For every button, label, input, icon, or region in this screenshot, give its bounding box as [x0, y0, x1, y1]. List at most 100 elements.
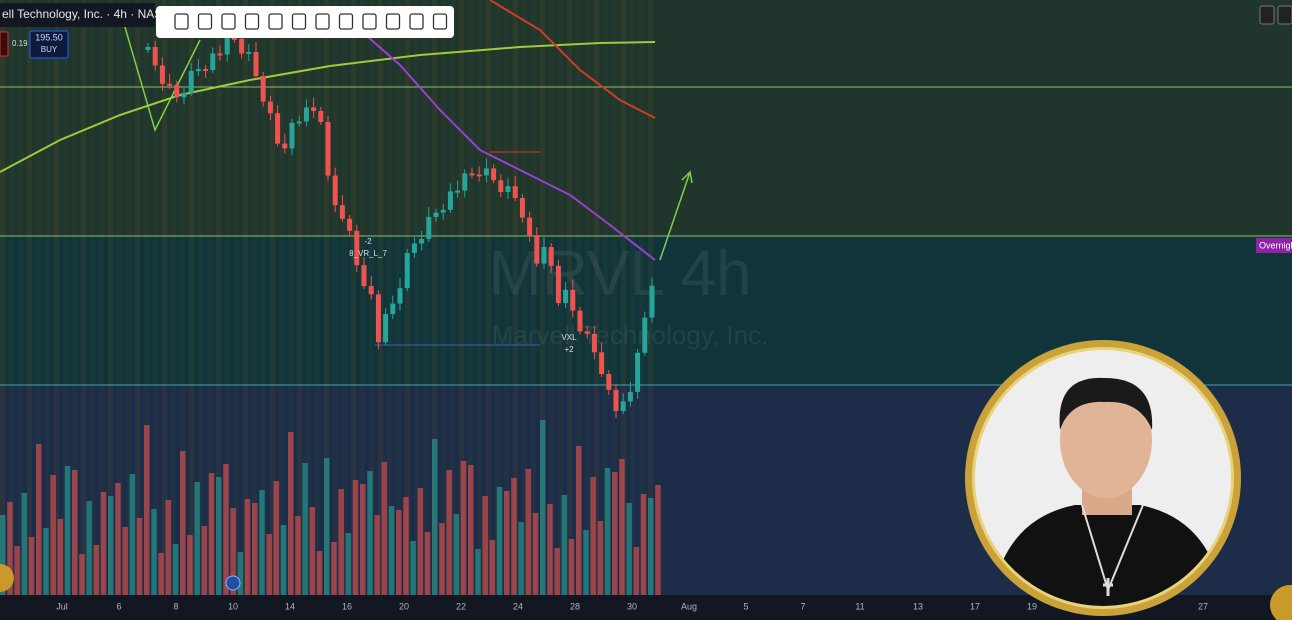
- volume-bar: [439, 523, 445, 595]
- volume-bar: [0, 515, 6, 595]
- volume-bar: [396, 510, 402, 595]
- volume-bar: [7, 502, 13, 595]
- volume-bar: [352, 480, 359, 595]
- tool-icon[interactable]: [174, 13, 189, 30]
- candle: [613, 389, 619, 411]
- stripe: [207, 0, 212, 595]
- ma-line: [359, 29, 656, 261]
- volume-bar: [14, 546, 20, 595]
- candle: [462, 173, 468, 191]
- tool-icon[interactable]: [244, 13, 260, 30]
- tool-icon[interactable]: [362, 13, 377, 30]
- candle: [627, 391, 633, 402]
- x-tick-label: 11: [855, 601, 864, 611]
- volume-bar: [453, 514, 460, 595]
- volume-bar: [273, 481, 280, 595]
- tool-icon[interactable]: [221, 13, 236, 30]
- candle: [210, 53, 216, 71]
- candle: [231, 37, 237, 40]
- stripe: [414, 0, 419, 595]
- volume-bar: [568, 539, 575, 595]
- volume-bar: [21, 493, 28, 595]
- candle: [491, 168, 497, 181]
- signal-text: -2: [364, 237, 372, 246]
- stripe: [54, 0, 59, 595]
- volume-bar: [158, 553, 164, 595]
- volume-bar: [136, 518, 143, 595]
- volume-bar: [367, 471, 373, 595]
- stripe: [513, 0, 518, 595]
- candle: [275, 113, 281, 144]
- stripe: [72, 0, 77, 595]
- stripe: [585, 0, 590, 595]
- volume-bar: [93, 545, 100, 595]
- x-tick-label: 17: [970, 601, 980, 611]
- candle: [548, 247, 554, 266]
- stripe: [297, 0, 302, 595]
- tool-icon[interactable]: [268, 13, 283, 30]
- stripe: [423, 0, 428, 595]
- volume-bar: [43, 528, 49, 595]
- candle: [203, 69, 209, 72]
- toggle-button[interactable]: [1277, 5, 1292, 25]
- tool-icon[interactable]: [197, 13, 213, 30]
- tool-icon[interactable]: [409, 13, 424, 30]
- volume-bar: [360, 484, 366, 595]
- volume-bar: [612, 472, 618, 595]
- volume-bar: [115, 483, 121, 595]
- watermark-symbol: MRVL 4h: [488, 237, 751, 309]
- stripe: [522, 0, 527, 595]
- volume-bar: [547, 504, 553, 595]
- tool-icon[interactable]: [338, 13, 354, 30]
- tool-icon[interactable]: [315, 13, 330, 30]
- candle: [296, 121, 302, 124]
- stripe: [162, 0, 167, 595]
- candle: [181, 92, 187, 98]
- stripe: [549, 0, 554, 595]
- volume-bar: [50, 475, 56, 595]
- candle: [433, 212, 439, 217]
- volume-bar: [640, 494, 647, 595]
- volume-bar: [28, 537, 35, 595]
- volume-bar: [496, 487, 503, 595]
- candle: [584, 331, 590, 334]
- volume-bar: [511, 478, 517, 595]
- candle: [426, 217, 432, 239]
- volume-bar: [151, 509, 157, 595]
- stripe: [279, 0, 284, 595]
- ma-line: [489, 0, 656, 119]
- toggle-button[interactable]: [1259, 5, 1275, 25]
- candle: [563, 289, 569, 304]
- zone-top: [0, 0, 1292, 236]
- tool-icon[interactable]: [432, 13, 448, 30]
- webcam: [975, 350, 1231, 606]
- stripe: [594, 0, 599, 595]
- stripe: [639, 0, 644, 595]
- stripe: [630, 0, 635, 595]
- volume-bar: [561, 495, 568, 595]
- candle: [195, 69, 201, 72]
- volume-bar: [446, 470, 452, 595]
- volume-bar: [216, 477, 222, 595]
- stripe: [540, 0, 545, 595]
- x-tick-label: 19: [1027, 601, 1037, 611]
- tool-icon[interactable]: [385, 13, 401, 30]
- candle: [534, 235, 540, 264]
- signal-text: +2: [564, 345, 574, 354]
- candle: [339, 205, 345, 219]
- sell-button[interactable]: [0, 31, 9, 57]
- stripe: [90, 0, 95, 595]
- x-tick-label: 16: [342, 601, 352, 611]
- arrow: [659, 171, 691, 261]
- stripe: [252, 0, 257, 595]
- volume-bar: [525, 469, 532, 595]
- x-tick-label: Aug: [681, 601, 697, 611]
- candle: [332, 175, 338, 206]
- candle: [541, 247, 547, 264]
- candle: [167, 83, 173, 86]
- stripe: [477, 0, 482, 595]
- candle: [527, 217, 533, 236]
- buy-button[interactable]: [29, 30, 69, 59]
- tool-icon[interactable]: [291, 13, 307, 30]
- stripe: [288, 0, 293, 595]
